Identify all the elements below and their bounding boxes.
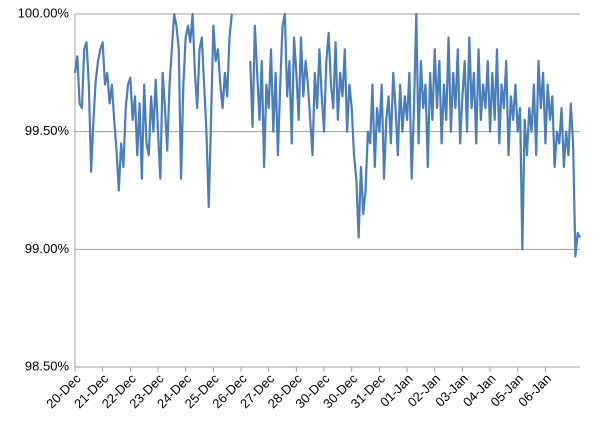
- y-tick-label: 99.00%: [25, 241, 70, 256]
- data-line: [73, 12, 581, 258]
- y-tick-label: 100.00%: [18, 5, 70, 20]
- y-tick-label: 99.50%: [25, 123, 70, 138]
- y-tick-label: 98.50%: [25, 358, 70, 373]
